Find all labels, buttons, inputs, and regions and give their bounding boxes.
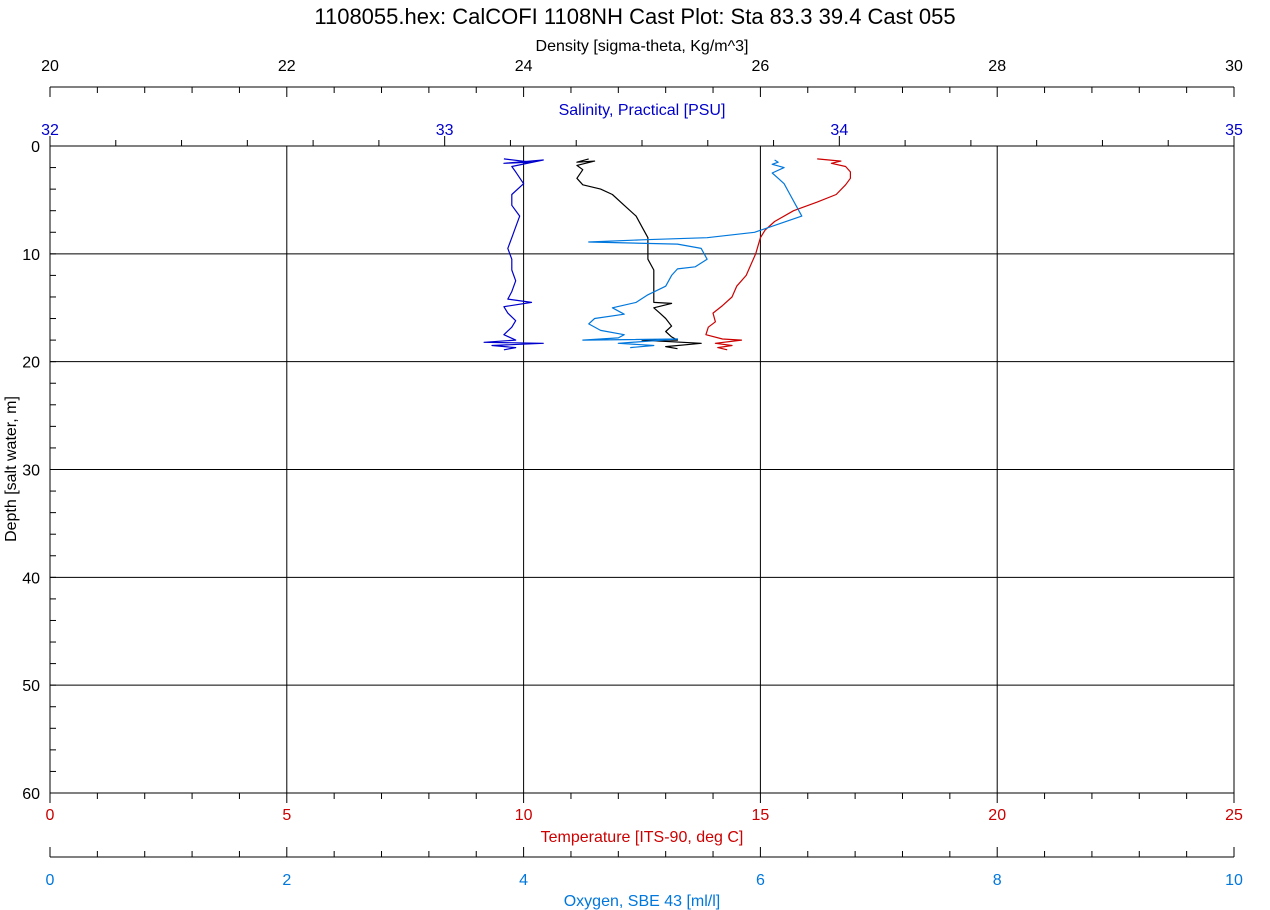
density-profile-line bbox=[576, 158, 702, 350]
series bbox=[483, 158, 852, 351]
density-tick-label: 24 bbox=[515, 58, 533, 75]
salinity-tick-label: 32 bbox=[41, 122, 59, 139]
oxygen-profile-line bbox=[582, 159, 803, 349]
temperature-profile-line bbox=[705, 158, 852, 351]
temperature-tick-label: 25 bbox=[1225, 807, 1243, 824]
depth-tick-label: 50 bbox=[22, 678, 40, 695]
depth-axis-label: Depth [salt water, m] bbox=[3, 396, 20, 542]
oxygen-tick-label: 10 bbox=[1225, 872, 1243, 889]
temperature-tick-label: 10 bbox=[515, 807, 533, 824]
density-tick-label: 26 bbox=[752, 58, 770, 75]
salinity-profile-line bbox=[483, 158, 544, 351]
oxygen-tick-label: 6 bbox=[756, 872, 765, 889]
oxygen-tick-label: 0 bbox=[46, 872, 55, 889]
oxygen-axis-label: Oxygen, SBE 43 [ml/l] bbox=[564, 893, 721, 910]
depth-tick-label: 20 bbox=[22, 355, 40, 372]
density-axis-label: Density [sigma-theta, Kg/m^3] bbox=[536, 38, 749, 55]
salinity-tick-label: 35 bbox=[1225, 122, 1243, 139]
density-tick-label: 28 bbox=[988, 58, 1006, 75]
depth-tick-label: 40 bbox=[22, 570, 40, 587]
oxygen-tick-label: 8 bbox=[993, 872, 1002, 889]
depth-tick-label: 0 bbox=[31, 139, 40, 156]
density-tick-label: 30 bbox=[1225, 58, 1243, 75]
depth-tick-label: 10 bbox=[22, 247, 40, 264]
temperature-axis-label: Temperature [ITS-90, deg C] bbox=[541, 829, 744, 846]
depth-tick-label: 60 bbox=[22, 786, 40, 803]
chart-title: 1108055.hex: CalCOFI 1108NH Cast Plot: S… bbox=[314, 4, 955, 29]
depth-tick-label: 30 bbox=[22, 463, 40, 480]
salinity-axis-label: Salinity, Practical [PSU] bbox=[559, 102, 726, 119]
salinity-tick-label: 33 bbox=[436, 122, 454, 139]
density-tick-label: 22 bbox=[278, 58, 296, 75]
grid bbox=[49, 145, 1235, 794]
salinity-tick-label: 34 bbox=[830, 122, 848, 139]
temperature-tick-label: 5 bbox=[282, 807, 291, 824]
temperature-tick-label: 15 bbox=[752, 807, 770, 824]
density-tick-label: 20 bbox=[41, 58, 59, 75]
temperature-tick-label: 20 bbox=[988, 807, 1006, 824]
temperature-tick-label: 0 bbox=[46, 807, 55, 824]
oxygen-tick-label: 4 bbox=[519, 872, 528, 889]
oxygen-tick-label: 2 bbox=[282, 872, 291, 889]
